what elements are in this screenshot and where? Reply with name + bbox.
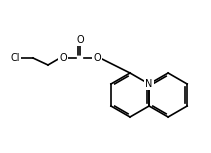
Text: Cl: Cl bbox=[10, 53, 20, 63]
Text: O: O bbox=[76, 35, 84, 45]
Text: O: O bbox=[93, 53, 101, 63]
Text: O: O bbox=[59, 53, 67, 63]
Text: N: N bbox=[145, 79, 153, 89]
